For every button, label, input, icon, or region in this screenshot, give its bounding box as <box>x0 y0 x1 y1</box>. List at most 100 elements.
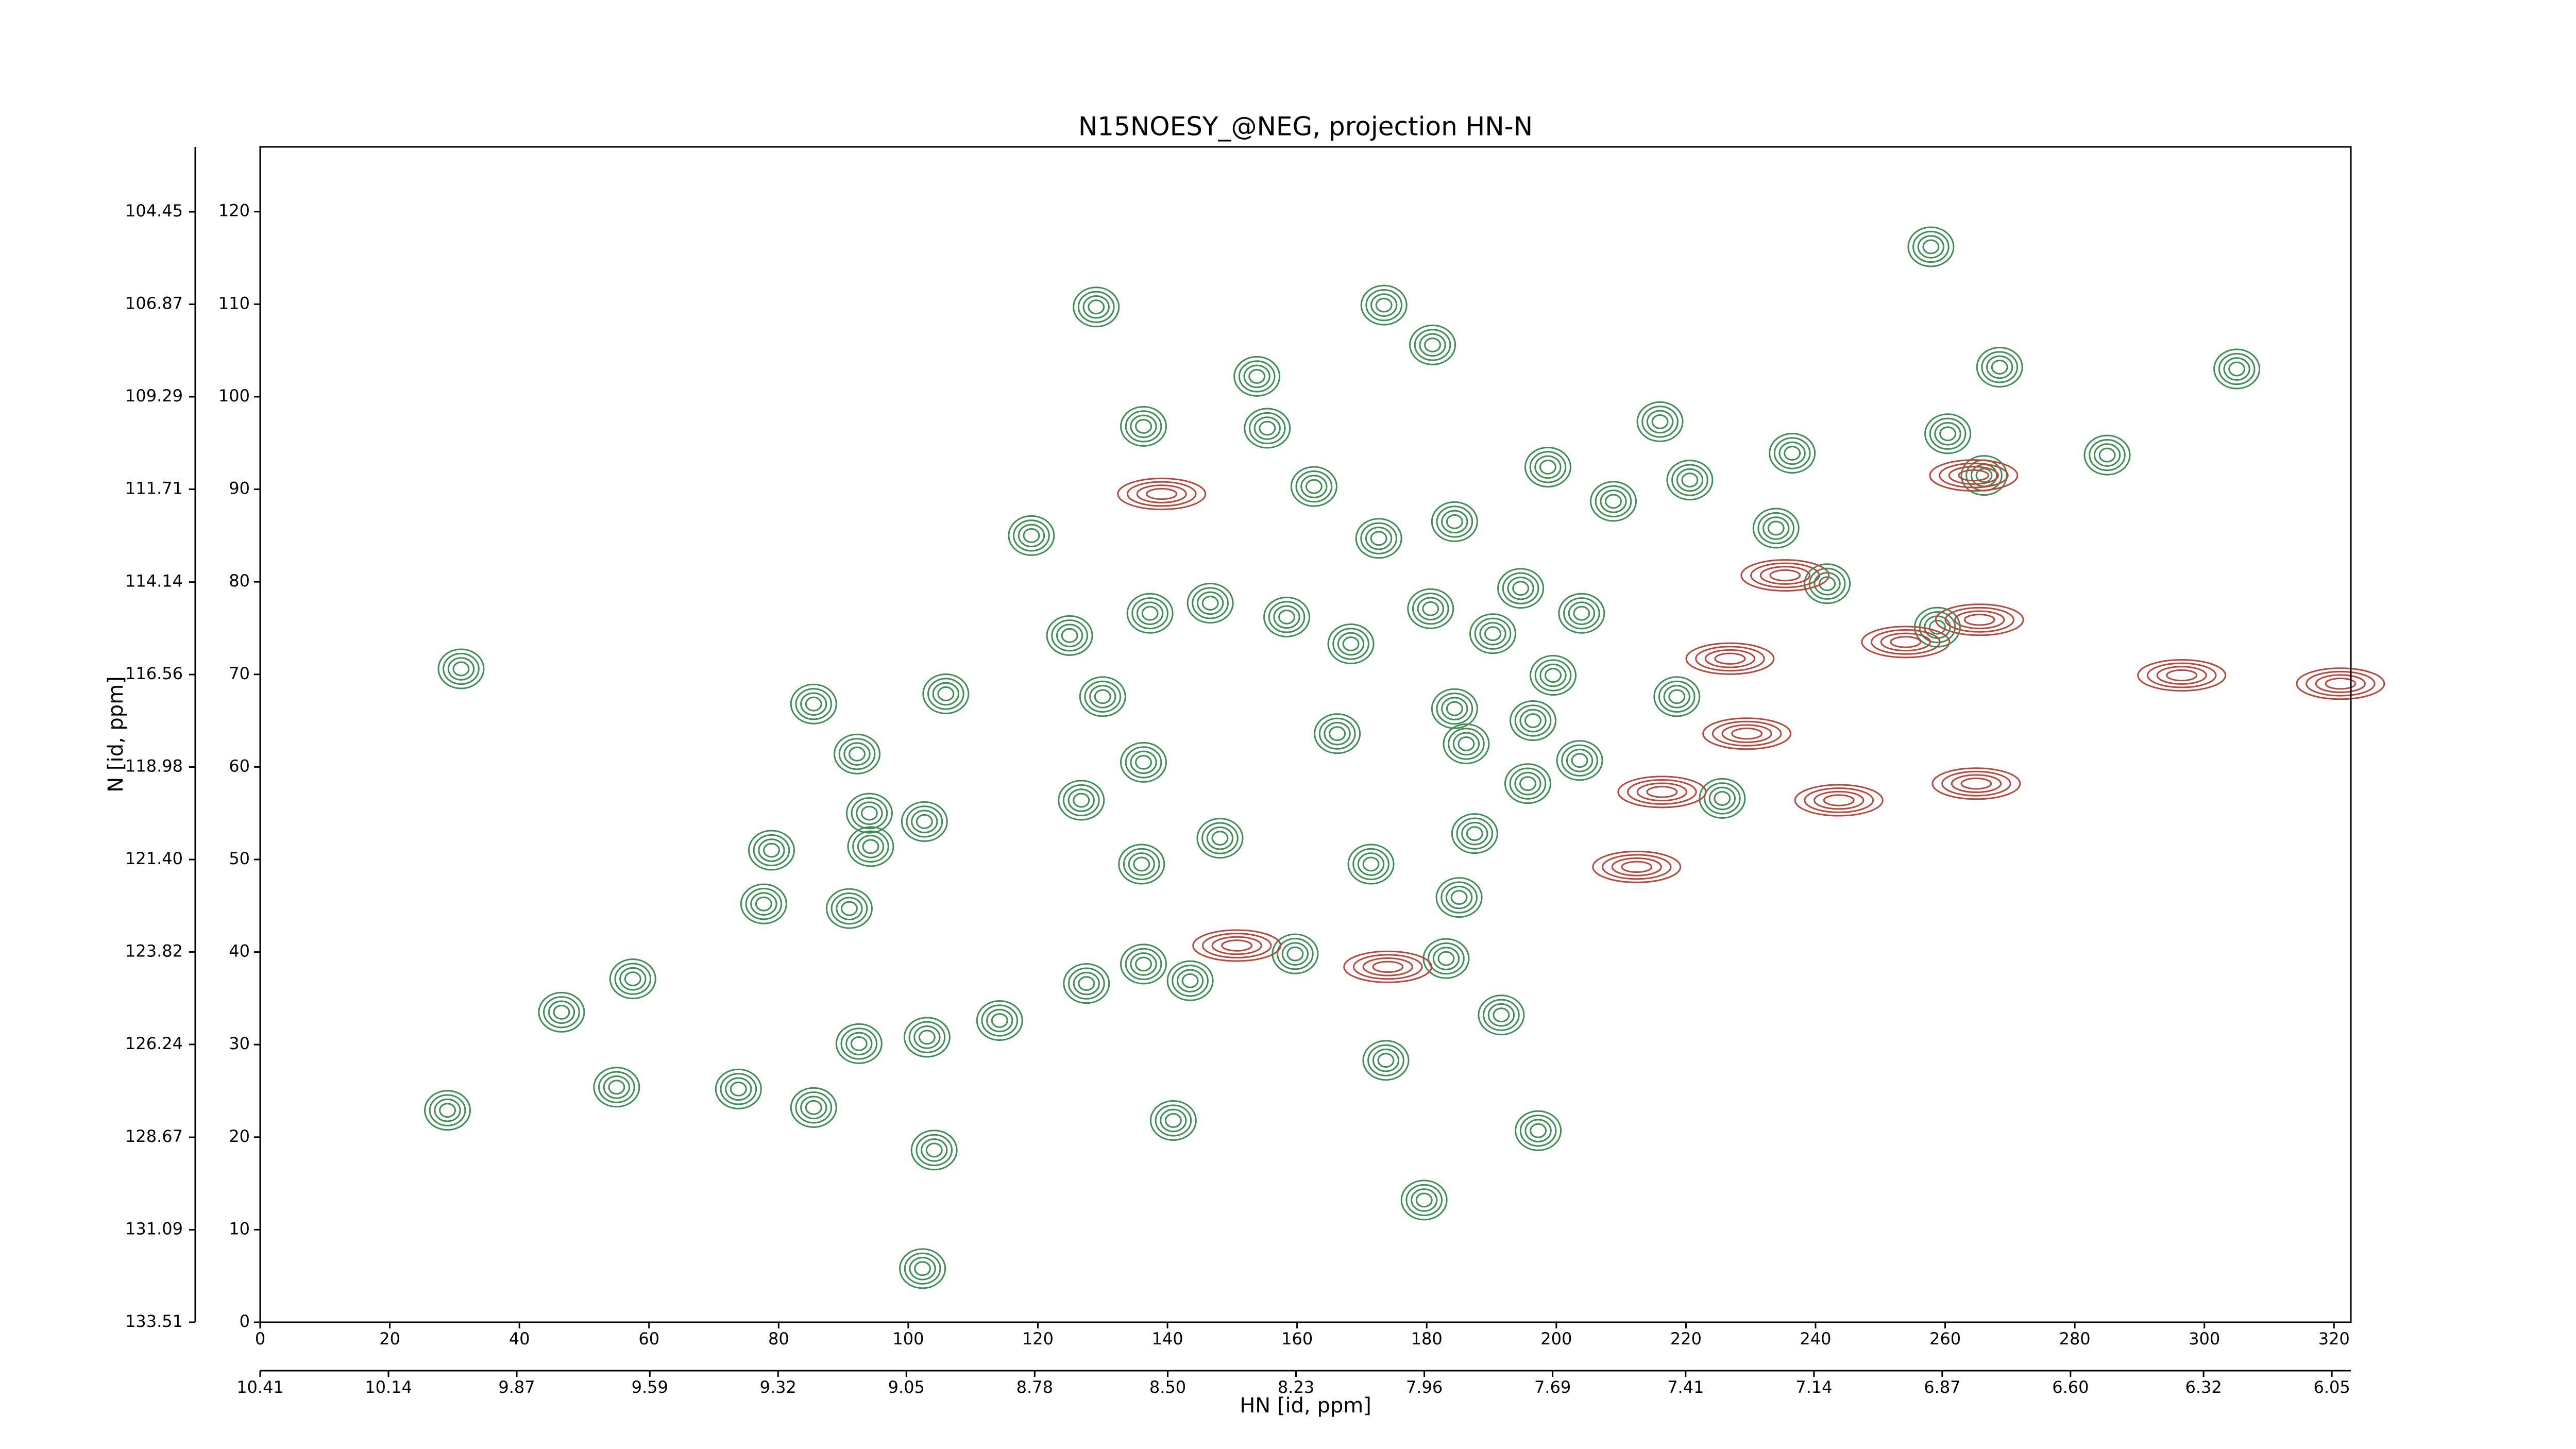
contour-ring <box>1986 355 2013 379</box>
negative-peak <box>2296 667 2385 700</box>
contour-ring <box>1432 947 1460 970</box>
contour-ring <box>1590 481 1637 522</box>
contour-ring <box>1166 960 1214 1001</box>
contour-ring <box>1248 369 1266 384</box>
positive-peak <box>847 826 894 867</box>
contour-ring <box>1125 948 1162 981</box>
contour-ring <box>1461 821 1488 846</box>
y2-tick-label: 114.14 <box>125 571 183 591</box>
contour-ring <box>1487 1003 1515 1027</box>
x-tick-label: 140 <box>1152 1329 1183 1349</box>
contour-ring <box>1671 464 1708 496</box>
contour-ring <box>1934 422 1961 446</box>
contour-ring <box>1437 951 1455 966</box>
x-axis-label: HN [id, ppm] <box>1240 1394 1371 1418</box>
contour-ring <box>2083 434 2131 476</box>
x2-tick-label: 6.60 <box>2052 1377 2089 1397</box>
contour-ring <box>2296 667 2385 700</box>
contour-ring <box>831 892 868 925</box>
contour-ring <box>937 686 955 701</box>
contour-ring <box>1975 468 1993 483</box>
contour-ring <box>730 1081 747 1097</box>
contour-ring <box>608 1080 625 1095</box>
positive-peak <box>1451 813 1498 854</box>
positive-peak <box>1058 780 1105 821</box>
contour-ring <box>1146 487 1178 500</box>
x-tick-label: 220 <box>1670 1329 1702 1349</box>
contour-ring <box>1221 939 1253 952</box>
contour-ring <box>1958 469 1990 482</box>
contour-ring <box>1740 559 1830 592</box>
y2-tick-label: 118.98 <box>125 756 183 776</box>
contour-ring <box>1196 818 1244 859</box>
positive-peak <box>1263 596 1311 637</box>
x2-tick-label: 9.87 <box>498 1377 535 1397</box>
contour-ring <box>434 1098 461 1122</box>
contour-ring <box>1123 848 1160 881</box>
contour-ring <box>834 733 881 774</box>
positive-peak <box>1327 623 1375 664</box>
contour-ring <box>1478 995 1525 1036</box>
contour-ring <box>452 661 470 677</box>
positive-peak <box>1120 742 1167 783</box>
contour-ring <box>1466 826 1483 841</box>
contour-ring <box>2218 352 2256 385</box>
contour-ring <box>1752 508 1800 549</box>
contour-ring <box>862 839 879 854</box>
contour-ring <box>1377 1053 1395 1068</box>
contour-ring <box>1928 619 1946 635</box>
negative-peak <box>1702 717 1792 750</box>
contour-ring <box>1133 856 1150 872</box>
contour-ring <box>910 1130 958 1171</box>
positive-peak <box>1347 844 1395 885</box>
contour-ring <box>1711 720 1782 747</box>
contour-ring <box>1600 490 1627 513</box>
contour-ring <box>852 830 889 863</box>
contour-ring <box>1573 605 1590 621</box>
contour-ring <box>1823 794 1855 806</box>
contour-ring <box>1352 848 1389 881</box>
negative-peak <box>1117 478 1207 511</box>
contour-ring <box>429 1094 466 1126</box>
contour-ring <box>1446 514 1463 529</box>
contour-ring <box>1018 524 1045 548</box>
contour-ring <box>1431 501 1478 542</box>
contour-ring <box>986 1008 1013 1033</box>
negative-peak <box>1794 784 1884 817</box>
y-tick-label: 80 <box>229 571 250 591</box>
contour-ring <box>1699 778 1746 819</box>
y-tick-label: 60 <box>229 756 250 776</box>
x-tick-label: 200 <box>1540 1329 1572 1349</box>
x-tick-label: 320 <box>2318 1329 2350 1349</box>
positive-peak <box>1530 655 1577 696</box>
y-tick-label: 30 <box>229 1034 250 1053</box>
contour-ring <box>1880 632 1931 652</box>
positive-peak <box>740 883 787 924</box>
contour-ring <box>2315 674 2366 694</box>
contour-ring <box>2137 659 2227 692</box>
contour-ring <box>1243 364 1270 389</box>
y2-tick-label: 123.82 <box>125 941 183 961</box>
x-tick-label: 160 <box>1281 1329 1313 1349</box>
contour-ring <box>1666 460 1714 501</box>
contour-ring <box>1290 466 1337 507</box>
contour-ring <box>1651 414 1669 429</box>
contour-ring <box>598 1071 635 1103</box>
contour-ring <box>1784 446 1801 461</box>
negative-peak <box>1685 642 1775 675</box>
contour-ring <box>1056 624 1083 648</box>
y2-tick-label: 104.45 <box>125 201 183 221</box>
positive-peak <box>1079 676 1126 717</box>
contour-ring <box>825 888 873 929</box>
contour-ring <box>1571 753 1588 768</box>
contour-ring <box>1084 680 1122 713</box>
contour-ring <box>901 801 948 842</box>
contour-ring <box>1497 568 1545 609</box>
contour-ring <box>805 1100 822 1115</box>
contour-ring <box>932 682 960 706</box>
contour-ring <box>1118 844 1165 885</box>
contour-ring <box>790 683 837 724</box>
contour-ring <box>1539 663 1567 687</box>
contour-ring <box>1704 782 1741 815</box>
positive-peak <box>1355 518 1402 559</box>
